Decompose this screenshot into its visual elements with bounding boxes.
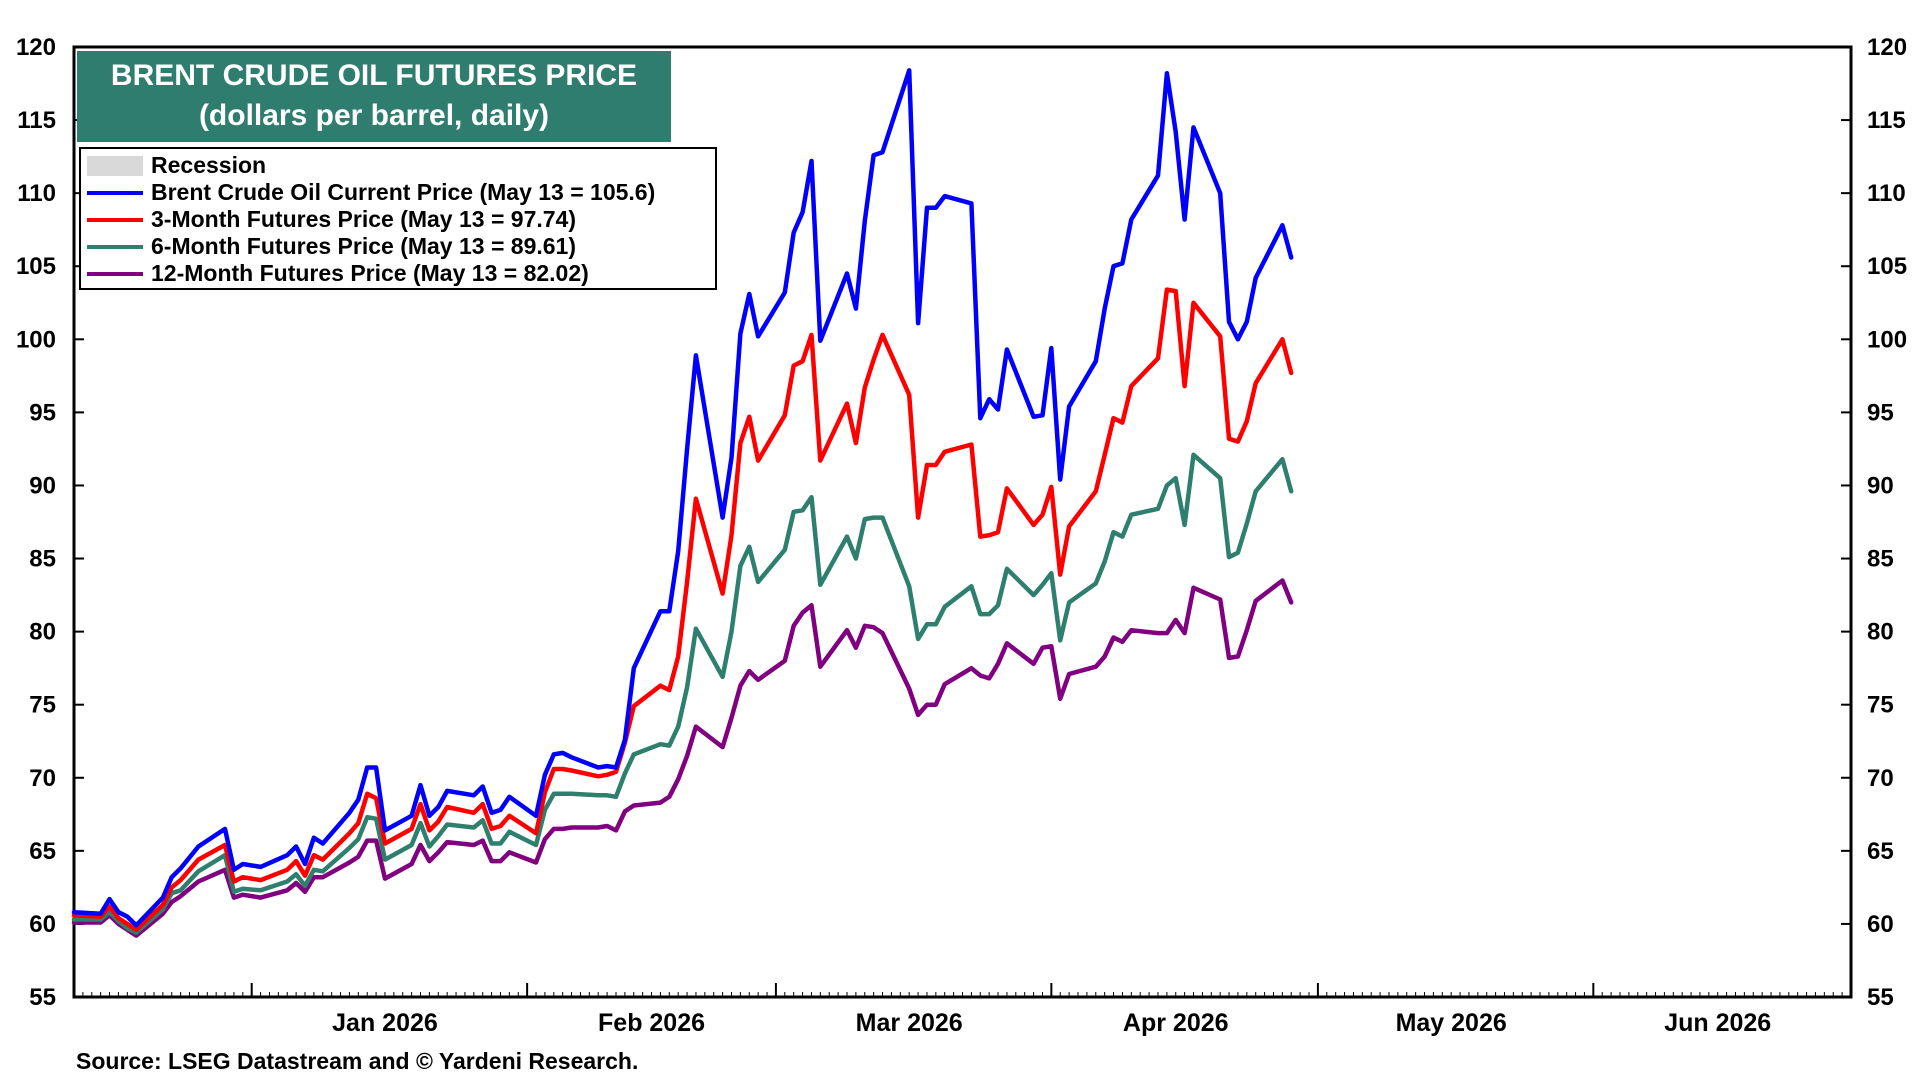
y-tick-label: 65 [29, 838, 56, 865]
y-tick-label: 75 [1867, 692, 1894, 719]
series-line-3-month [71, 287, 1294, 933]
y-tick-label: 110 [17, 180, 56, 207]
y-tick-label: 115 [1867, 107, 1906, 134]
y-tick-label: 85 [29, 546, 56, 573]
chart-title-box: BRENT CRUDE OIL FUTURES PRICE (dollars p… [77, 51, 671, 142]
y-tick-label: 120 [1867, 34, 1907, 61]
y-tick-label: 110 [1867, 180, 1906, 207]
y-tick-label: 70 [1867, 765, 1894, 792]
y-tick-label: 95 [1867, 399, 1894, 426]
y-tick-label: 100 [16, 326, 56, 353]
y-tick-label: 60 [1867, 911, 1894, 938]
y-tick-label: 105 [1867, 253, 1907, 280]
legend-swatch-12-month [87, 271, 143, 276]
legend-label: 12-Month Futures Price (May 13 = 82.02) [151, 260, 589, 286]
chart-title: BRENT CRUDE OIL FUTURES PRICE [110, 59, 638, 92]
series-line-12-month [71, 578, 1294, 938]
y-tick-label: 95 [29, 399, 56, 426]
legend-item-6-month: 6-Month Futures Price (May 13 = 89.61) [87, 233, 715, 260]
legend-swatch-6-month [87, 244, 143, 249]
x-axis: Jan 2026 Feb 2026 Mar 2026 Apr 2026 May 2026… [73, 983, 1852, 1037]
legend-item-brent: Brent Crude Oil Current Price (May 13 = … [87, 179, 715, 206]
y-tick-label: 85 [1867, 546, 1894, 573]
legend-item-recession: Recession [87, 152, 715, 179]
x-tick-label: Jun 2026 [1664, 1009, 1771, 1037]
legend-item-12-month: 12-Month Futures Price (May 13 = 82.02) [87, 260, 715, 287]
y-tick-label: 65 [1867, 838, 1894, 865]
source-note: Source: LSEG Datastream and © Yardeni Re… [76, 1048, 639, 1074]
legend-label: Recession [151, 152, 267, 178]
y-tick-label: 120 [16, 34, 56, 61]
chart-subtitle: (dollars per barrel, daily) [198, 99, 550, 132]
x-tick-label: Mar 2026 [856, 1009, 963, 1037]
series-group [71, 68, 1294, 938]
y-tick-label: 75 [29, 692, 56, 719]
y-axis-left: 55 60 65 70 75 80 85 90 95 100 105 110 115 120 [16, 34, 84, 1011]
legend-label: 6-Month Futures Price (May 13 = 89.61) [151, 233, 576, 259]
chart-legend: Recession Brent Crude Oil Current Price … [79, 147, 717, 290]
y-tick-label: 90 [29, 472, 56, 499]
legend-label: 3-Month Futures Price (May 13 = 97.74) [151, 206, 576, 232]
y-tick-label: 55 [1867, 984, 1894, 1011]
y-tick-label: 80 [29, 619, 56, 646]
x-tick-label: Jan 2026 [332, 1009, 438, 1037]
legend-swatch-recession [87, 155, 143, 176]
x-tick-label: May 2026 [1396, 1009, 1507, 1037]
legend-item-3-month: 3-Month Futures Price (May 13 = 97.74) [87, 206, 715, 233]
legend-label: Brent Crude Oil Current Price (May 13 = … [151, 179, 656, 205]
y-tick-label: 115 [17, 107, 56, 134]
y-tick-label: 80 [1867, 619, 1894, 646]
y-tick-label: 55 [29, 984, 56, 1011]
legend-swatch-brent [87, 190, 143, 195]
x-tick-label: Apr 2026 [1123, 1009, 1229, 1037]
y-tick-label: 105 [16, 253, 56, 280]
y-tick-label: 70 [29, 765, 56, 792]
series-line-brent [71, 68, 1294, 928]
y-tick-label: 60 [29, 911, 56, 938]
y-axis-right: 55 60 65 70 75 80 85 90 95 100 105 110 115 120 [1841, 34, 1907, 1011]
y-tick-label: 100 [1867, 326, 1907, 353]
legend-swatch-3-month [87, 217, 143, 222]
x-tick-label: Feb 2026 [598, 1009, 705, 1037]
series-line-6-month [71, 452, 1294, 935]
y-tick-label: 90 [1867, 472, 1894, 499]
